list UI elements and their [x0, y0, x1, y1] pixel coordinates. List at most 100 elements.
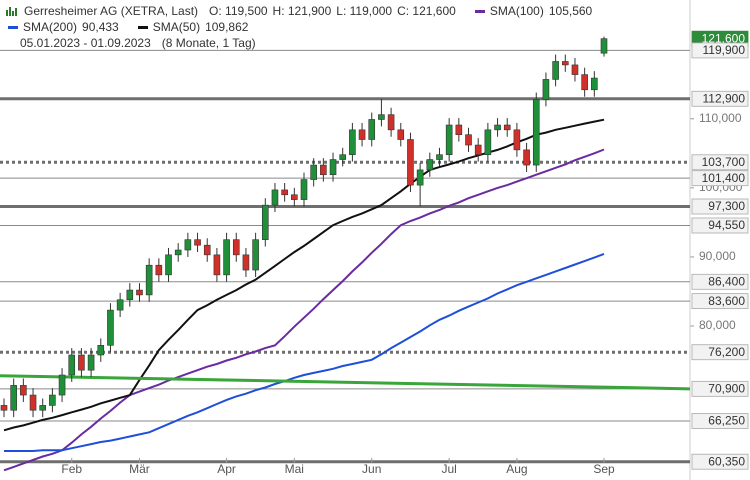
legend-row: Gerresheimer AG (XETRA, Last) O: 119,500…	[6, 3, 597, 19]
candle-body	[136, 289, 143, 296]
x-tick-label: Jul	[441, 462, 456, 476]
candle-body	[368, 119, 376, 140]
legend-swatch	[8, 25, 18, 29]
moving-average	[3, 118, 605, 432]
ohlc-value: H: 121,900	[272, 4, 332, 18]
candle-body	[542, 79, 550, 100]
candle-body	[174, 249, 182, 256]
candle-body	[349, 129, 356, 156]
level-label: 103,700	[702, 155, 746, 169]
candle-body	[600, 38, 608, 54]
candle-body	[339, 154, 347, 160]
candle-body	[310, 164, 317, 180]
candle-body	[49, 394, 56, 406]
candle-body	[223, 239, 230, 276]
candle-body	[416, 169, 424, 186]
candle-body	[300, 179, 308, 200]
level-label-box	[691, 380, 749, 397]
legend: Gerresheimer AG (XETRA, Last) O: 119,500…	[6, 3, 597, 51]
candle-body	[116, 299, 124, 311]
level-label-box	[691, 42, 749, 59]
candle-body	[445, 124, 453, 156]
legend-swatch	[137, 25, 148, 29]
legend-name: SMA(50)	[152, 20, 201, 34]
candle-body	[523, 149, 530, 166]
candle-body	[165, 254, 172, 276]
legend-value: 105,560	[548, 4, 593, 18]
candle-body	[10, 385, 17, 411]
candle-body	[78, 354, 85, 371]
level-label: 112,900	[703, 91, 746, 105]
trendline	[0, 374, 691, 391]
ohlc-value: C: 121,600	[397, 4, 456, 18]
y-tick-label: 90,000	[699, 249, 736, 263]
candle-body	[271, 189, 279, 206]
level-label-box	[691, 170, 749, 187]
level-label-box	[691, 198, 749, 215]
candle-body	[581, 74, 588, 91]
chart-title: Gerresheimer AG (XETRA, Last)	[24, 4, 199, 18]
period-note: (8 Monate, 1 Tag)	[161, 36, 256, 50]
candle-body	[39, 405, 47, 411]
candle-body	[552, 61, 559, 80]
level-label: 119,900	[703, 43, 746, 57]
candle-body	[455, 124, 463, 135]
candle-body	[320, 164, 327, 176]
candle-body	[58, 374, 66, 396]
moving-average	[3, 148, 605, 472]
moving-average	[4, 252, 605, 452]
level-label: 97,300	[708, 199, 745, 213]
level-label: 76,200	[708, 345, 745, 359]
candle-body	[29, 394, 37, 411]
candle-body	[232, 239, 240, 256]
candle-body	[571, 64, 579, 75]
ohlc-value: L: 119,000	[336, 4, 393, 18]
x-tick-label: Sep	[593, 462, 615, 476]
candle-body	[474, 144, 482, 156]
level-label: 66,250	[708, 414, 745, 428]
level-label: 83,600	[708, 294, 745, 308]
candle-body	[0, 405, 8, 411]
candle-body	[503, 124, 511, 131]
level-label-box	[691, 90, 749, 107]
legend-name: SMA(200)	[23, 20, 78, 34]
level-label: 86,400	[708, 274, 745, 288]
level-label-box	[691, 413, 749, 429]
legend-value: 90,433	[82, 20, 119, 34]
x-tick-label: Aug	[506, 462, 527, 476]
candle-body	[291, 194, 298, 200]
candle-body	[126, 289, 134, 301]
level-label-box	[691, 344, 749, 361]
level-label: 94,550	[708, 218, 745, 232]
x-tick-label: Apr	[217, 462, 236, 476]
chart-icon	[6, 7, 17, 16]
x-tick-label: Jun	[362, 462, 381, 476]
ohlc-value: O: 119,500	[209, 4, 268, 18]
level-label: 121,600	[702, 31, 746, 45]
candle-body	[513, 129, 521, 151]
candle-body	[436, 154, 443, 160]
candle-body	[242, 254, 250, 271]
candle-body	[155, 264, 163, 276]
level-label: 101,400	[702, 171, 746, 185]
candle-body	[532, 99, 540, 166]
candle-body	[213, 254, 221, 276]
legend-row: SMA(200) 90,433 SMA(50) 109,862	[6, 19, 597, 35]
candle-body	[397, 129, 405, 140]
candle-body	[261, 204, 269, 240]
candle-body	[358, 129, 366, 140]
level-label-box	[691, 453, 749, 470]
level-label: 70,900	[708, 382, 745, 396]
legend-name: SMA(100)	[489, 4, 544, 18]
candle-body	[329, 159, 337, 176]
candle-body	[20, 385, 27, 396]
candle-body	[68, 354, 76, 376]
legend-swatch	[474, 9, 485, 13]
level-label: 60,350	[708, 454, 745, 468]
candle-body	[465, 134, 472, 146]
candle-body	[252, 239, 259, 271]
level-label-box	[691, 273, 749, 290]
x-tick-label: Mär	[129, 462, 150, 476]
